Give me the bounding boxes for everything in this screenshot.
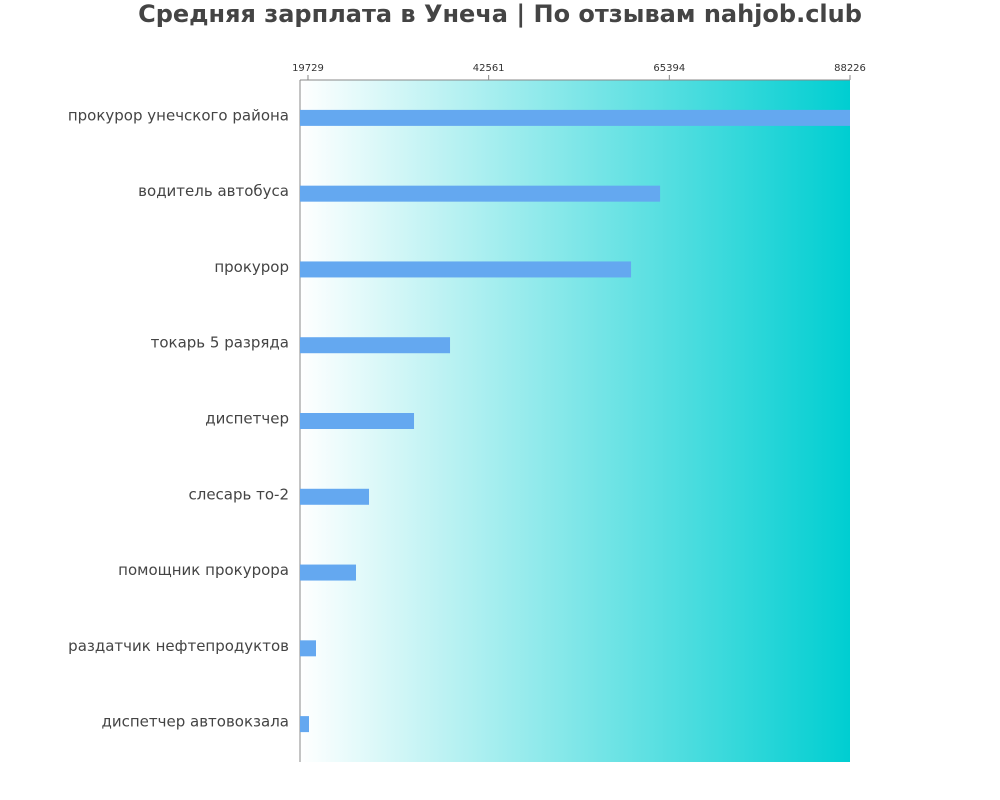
x-tick-label: 88226 [834,63,866,74]
bar [300,413,415,429]
bar [300,488,370,505]
x-tick-label: 19729 [292,63,324,74]
y-tick-label: слесарь то-2 [188,485,289,503]
y-tick-label: диспетчер [205,410,289,428]
bar [300,640,317,657]
bar [300,337,451,354]
y-tick-label: прокурор [214,258,289,276]
x-tick-label: 65394 [653,63,685,74]
chart-title: Средняя зарплата в Унеча | По отзывам na… [138,0,862,28]
y-tick-label: прокурор унечского района [68,106,289,124]
y-tick-label: раздатчик нефтепродуктов [68,637,289,655]
x-tick-label: 42561 [473,63,505,74]
bar [300,185,661,202]
y-tick-label: диспетчер автовокзала [102,713,290,731]
bar [300,109,850,126]
bar [300,261,632,278]
y-tick-label: водитель автобуса [138,182,289,200]
bar [300,716,310,733]
y-tick-label: токарь 5 разряда [151,334,289,352]
bar [300,564,357,581]
y-tick-label: помощник прокурора [118,561,289,579]
